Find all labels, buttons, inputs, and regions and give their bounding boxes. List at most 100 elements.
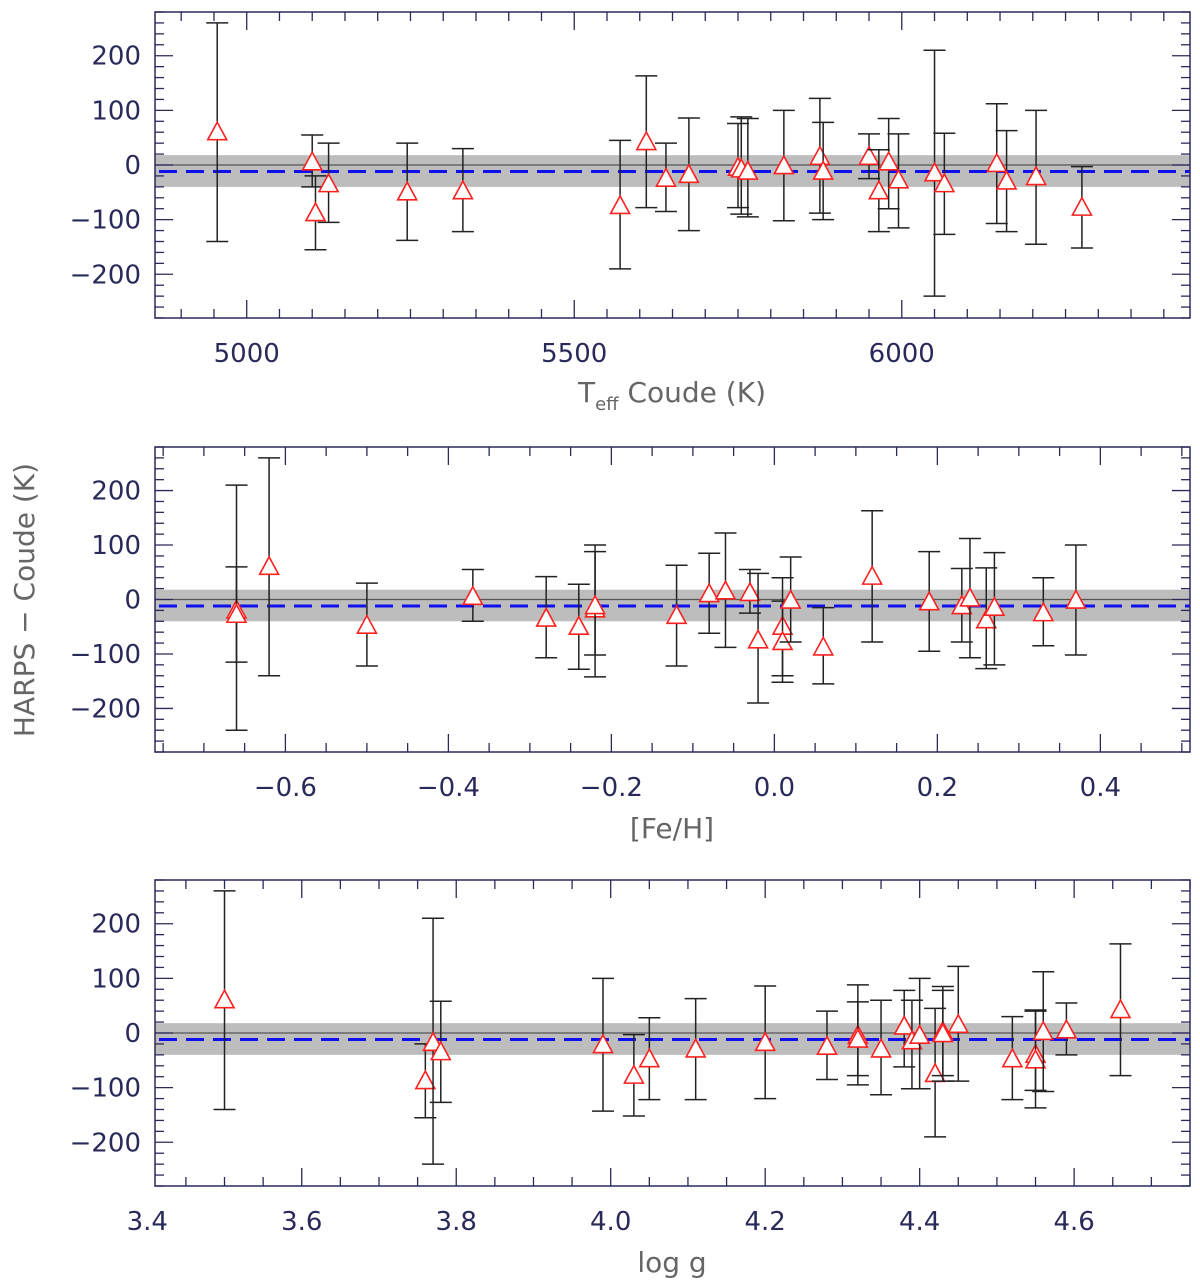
teff-triangle-marker	[809, 145, 831, 166]
logg-triangle-marker	[1032, 1020, 1055, 1041]
logg-triangle-marker	[213, 988, 236, 1009]
teff-point-17	[867, 148, 890, 233]
logg-point-19	[947, 965, 970, 1082]
teff-point-2	[304, 175, 327, 251]
logg-x-tick-label: 4.0	[590, 1207, 631, 1237]
teff-point-13	[772, 109, 795, 222]
teff-y-tick-label: −200	[70, 260, 141, 290]
feh-point-9	[665, 564, 688, 667]
logg-point-24	[1055, 1002, 1078, 1056]
feh-triangle-marker	[779, 588, 802, 609]
panel-teff: 5000 5500 6000 −200 −100 0 100 200	[70, 11, 1191, 369]
logg-triangle-marker	[592, 1033, 614, 1054]
teff-triangle-marker	[985, 152, 1008, 173]
feh-triangle-marker	[1065, 588, 1087, 609]
logg-point-3	[429, 1000, 452, 1104]
logg-point-23	[1032, 971, 1055, 1093]
panel-logg: 3.4 3.6 3.8 4.0 4.2 4.4 4.6 −200 −100 0 100 200	[70, 879, 1191, 1237]
feh-point-10	[698, 552, 721, 635]
teff-point-0	[206, 22, 229, 243]
logg-triangle-marker	[429, 1040, 452, 1061]
teff-point-23	[995, 129, 1018, 233]
teff-triangle-marker	[736, 159, 759, 180]
teff-y-tick-label: 100	[91, 96, 141, 126]
y-axis-title: HARPS − Coude (K)	[8, 463, 41, 737]
logg-point-4	[591, 977, 614, 1112]
teff-triangle-marker	[1025, 165, 1047, 186]
teff-point-6	[609, 139, 632, 270]
logg-triangle-marker	[1109, 998, 1132, 1019]
feh-y-tick-label: 0	[124, 586, 141, 616]
feh-point-1	[225, 566, 248, 663]
teff-point-19	[887, 133, 910, 229]
feh-point-23	[983, 551, 1006, 666]
feh-y-tick-label: 100	[91, 531, 141, 561]
teff-triangle-marker	[923, 161, 946, 182]
feh-triangle-marker	[567, 615, 590, 636]
feh-y-tick-label: −200	[70, 694, 141, 724]
feh-triangle-marker	[812, 635, 835, 656]
logg-point-9	[815, 1010, 838, 1081]
feh-point-3	[355, 582, 378, 667]
teff-point-8	[654, 142, 677, 213]
logg-y-tick-label: 100	[91, 964, 141, 994]
logg-triangle-marker	[414, 1069, 437, 1090]
teff-point-16	[858, 133, 881, 180]
feh-x-tick-label: −0.2	[580, 773, 643, 803]
feh-triangle-marker	[861, 564, 884, 585]
x-axis-title-teff-sub: eff	[595, 394, 619, 415]
feh-triangle-marker	[665, 604, 688, 625]
feh-triangle-marker	[461, 585, 484, 606]
teff-point-21	[933, 132, 956, 236]
teff-triangle-marker	[887, 168, 910, 189]
logg-triangle-marker	[847, 1027, 869, 1048]
feh-point-25	[1064, 544, 1087, 656]
logg-plot-area	[155, 890, 1190, 1165]
logg-point-5	[622, 1033, 645, 1117]
feh-triangle-marker	[258, 555, 280, 576]
feh-triangle-marker	[698, 582, 721, 603]
logg-triangle-marker	[947, 1013, 970, 1034]
teff-point-12	[736, 117, 759, 218]
logg-x-tick-label: 4.2	[745, 1207, 786, 1237]
logg-point-1	[414, 1043, 437, 1119]
logg-point-20	[1001, 1015, 1024, 1101]
teff-point-14	[808, 97, 831, 214]
teff-point-7	[635, 75, 658, 209]
feh-point-21	[958, 537, 981, 659]
teff-x-tick-label: 5000	[214, 339, 280, 369]
feh-point-6	[567, 583, 590, 670]
feh-triangle-marker	[1032, 601, 1055, 622]
teff-point-25	[1070, 165, 1093, 249]
teff-plot-area	[155, 22, 1190, 297]
teff-point-4	[396, 142, 419, 242]
feh-x-tick-label: 0.2	[917, 773, 958, 803]
x-axis-title-feh: [Fe/H]	[630, 812, 714, 845]
x-axis-title-teff-rest: Coude (K)	[619, 376, 766, 409]
x-axis-title-teff-main: T	[577, 376, 596, 409]
feh-x-tick-label: 0.4	[1080, 773, 1121, 803]
logg-triangle-marker	[1055, 1018, 1078, 1039]
feh-y-tick-label: 200	[91, 477, 141, 507]
feh-triangle-marker	[975, 608, 998, 629]
logg-point-25	[1109, 943, 1132, 1077]
teff-point-1	[301, 134, 324, 188]
x-axis-title-teff: Teff Coude (K)	[577, 376, 766, 415]
logg-y-tick-label: 0	[124, 1019, 141, 1049]
logg-point-0	[213, 890, 236, 1111]
teff-point-9	[677, 117, 700, 232]
feh-point-4	[461, 568, 484, 623]
teff-y-tick-label: 0	[124, 151, 141, 181]
logg-triangle-marker	[816, 1034, 838, 1055]
logg-x-tick-label: 4.6	[1053, 1207, 1094, 1237]
teff-triangle-marker	[877, 150, 900, 171]
teff-triangle-marker	[317, 172, 340, 193]
teff-x-tick-label: 6000	[869, 339, 935, 369]
feh-point-22	[975, 567, 998, 670]
logg-triangle-marker	[754, 1031, 777, 1052]
feh-plot-area	[155, 457, 1190, 731]
teff-point-18	[877, 117, 900, 210]
feh-triangle-marker	[739, 581, 761, 602]
logg-point-7	[684, 997, 707, 1101]
logg-x-tick-label: 4.4	[899, 1207, 940, 1237]
